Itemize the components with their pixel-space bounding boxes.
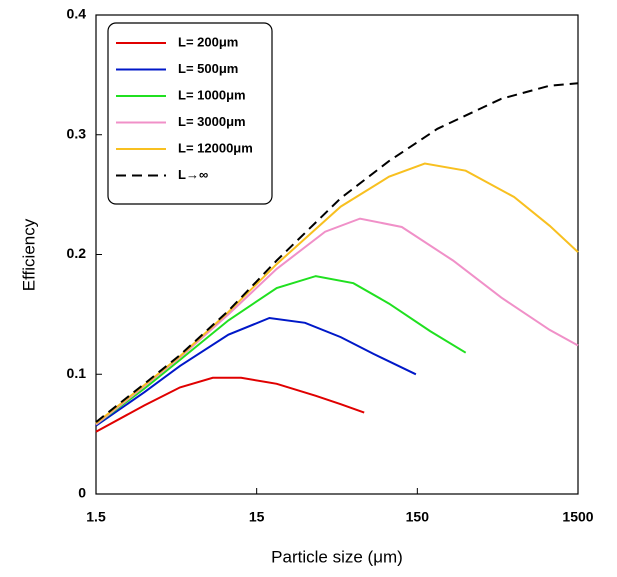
x-axis-title: Particle size (μm): [271, 547, 403, 566]
y-tick-label: 0: [78, 485, 86, 501]
x-tick-label: 15: [249, 509, 265, 525]
legend-label: L= 1000μm: [178, 87, 246, 102]
series-line: [95, 376, 365, 433]
y-tick-label: 0.4: [67, 6, 87, 22]
legend-label: L= 12000μm: [178, 140, 253, 155]
y-tick-label: 0.1: [67, 365, 87, 381]
y-axis-title: Efficiency: [19, 218, 38, 291]
legend-label: L→∞: [178, 167, 208, 182]
legend-label: L= 500μm: [178, 61, 238, 76]
y-tick-label: 0.2: [67, 245, 87, 261]
legend-box: [107, 22, 273, 205]
x-tick-label: 1500: [562, 509, 593, 525]
series-line: [95, 316, 417, 427]
y-tick-label: 0.3: [67, 125, 87, 141]
x-tick-label: 150: [406, 509, 430, 525]
legend-label: L= 200μm: [178, 34, 238, 49]
x-tick-label: 1.5: [86, 509, 106, 525]
legend-label: L= 3000μm: [178, 114, 246, 129]
series-line: [95, 275, 467, 426]
